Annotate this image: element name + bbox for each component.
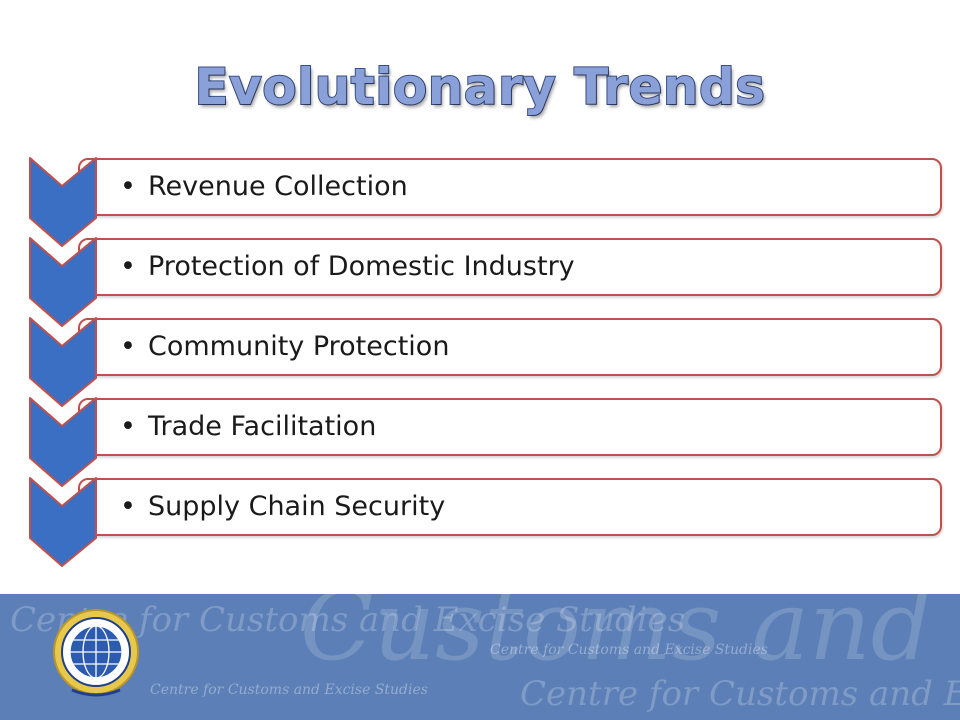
chevron-shape — [29, 237, 97, 327]
watermark-text: Customs and Excise Studies — [300, 594, 960, 682]
chevron-list-diagram: Revenue Collection Protection of Domesti… — [0, 0, 960, 600]
list-item-label: Community Protection — [120, 320, 449, 374]
list-item-label: Trade Facilitation — [120, 400, 376, 454]
university-seal-logo — [53, 609, 139, 697]
footer-banner: Customs and Excise Studies Centre for Cu… — [0, 594, 960, 720]
list-item: Revenue Collection — [78, 158, 942, 216]
list-item-label: Revenue Collection — [120, 160, 408, 214]
list-item-label: Supply Chain Security — [120, 480, 445, 534]
chevron-shape — [29, 317, 97, 407]
list-item: Protection of Domestic Industry — [78, 238, 942, 296]
chevron-shape — [29, 157, 97, 247]
slide-title: Evolutionary Trends — [193, 57, 766, 117]
watermark-text: Centre for Customs and Excise Studies — [150, 682, 428, 698]
list-item: Community Protection — [78, 318, 942, 376]
chevron-column — [29, 157, 97, 567]
chevron-shape — [29, 397, 97, 487]
list-item-label: Protection of Domestic Industry — [120, 240, 575, 294]
watermark-text: Centre for Customs and Excise Studies — [490, 642, 768, 658]
watermark-text: Centre for Customs and Excise Studies — [520, 674, 960, 714]
list-item: Supply Chain Security — [78, 478, 942, 536]
chevron-shape — [29, 477, 97, 567]
list-item: Trade Facilitation — [78, 398, 942, 456]
